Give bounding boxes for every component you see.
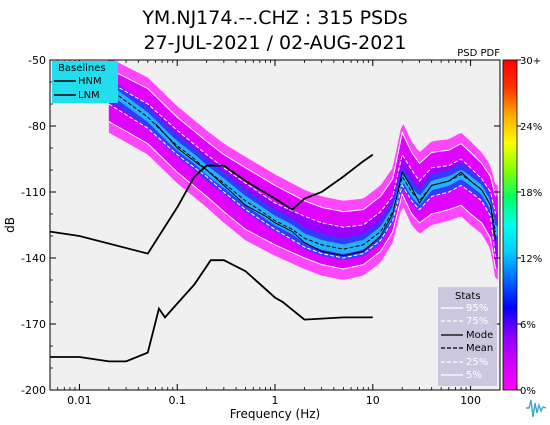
x-tick-label: 100 bbox=[460, 394, 481, 407]
p95-legend-label: 95% bbox=[466, 303, 488, 314]
colorbar-tick-label: 6% bbox=[520, 320, 536, 331]
baselines-legend-title: Baselines bbox=[58, 63, 106, 74]
y-axis-label: dB bbox=[3, 217, 17, 233]
y-tick-label: -200 bbox=[21, 384, 46, 397]
stats-legend-box bbox=[438, 287, 497, 386]
colorbar-tick-label: 24% bbox=[520, 122, 542, 133]
colorbar-tick-label: 0% bbox=[520, 386, 536, 397]
chart-title-line1: YM.NJ174.--.CHZ : 315 PSDs bbox=[141, 7, 407, 29]
x-tick-label: 0.1 bbox=[168, 394, 186, 407]
series-lines bbox=[50, 68, 497, 363]
y-tick-label: -140 bbox=[21, 252, 46, 265]
p25-legend-label: 25% bbox=[466, 357, 488, 368]
colorbar-label: PSD PDF bbox=[457, 48, 500, 59]
p5-legend-label: 5% bbox=[466, 370, 482, 381]
colorbar-tick-label: 30+ bbox=[520, 56, 541, 67]
hnm-legend-label: HNM bbox=[78, 76, 102, 87]
x-tick-label: 0.01 bbox=[67, 394, 92, 407]
series-line-hnm bbox=[50, 153, 374, 255]
y-tick-label: -80 bbox=[28, 120, 46, 133]
colorbar-tick-label: 12% bbox=[520, 254, 542, 265]
p75-legend-label: 75% bbox=[466, 316, 488, 327]
series-line-mean bbox=[108, 88, 497, 250]
x-axis-label: Frequency (Hz) bbox=[230, 407, 321, 421]
baselines-legend-box bbox=[52, 61, 118, 103]
baselines-legend: Baselines HNM LNM bbox=[52, 61, 118, 103]
mean-legend-label: Mean bbox=[466, 343, 493, 354]
series-line-25pct bbox=[108, 103, 497, 259]
y-tick-label: -170 bbox=[21, 318, 46, 331]
colorbar bbox=[502, 59, 518, 391]
x-tick-label: 10 bbox=[366, 394, 380, 407]
lnm-legend-label: LNM bbox=[78, 90, 100, 101]
logo-icon bbox=[524, 395, 548, 421]
series-line-5pct bbox=[108, 121, 497, 270]
colorbar-tick-label: 18% bbox=[520, 188, 542, 199]
y-tick-label: -110 bbox=[21, 186, 46, 199]
series-line-lnm bbox=[50, 259, 373, 363]
mode-legend-label: Mode bbox=[466, 330, 493, 341]
chart-title-line2: 27-JUL-2021 / 02-AUG-2021 bbox=[144, 32, 407, 54]
x-axis-ticks: 0.01 0.1 1 10 100 bbox=[57, 60, 481, 407]
y-tick-label: -50 bbox=[28, 54, 46, 67]
series-line-75pct bbox=[108, 81, 497, 228]
colorbar-ticks: 0% 6% 12% 18% 24% 30+ bbox=[517, 56, 542, 397]
series-line-mode bbox=[155, 123, 497, 257]
x-tick-label: 1 bbox=[272, 394, 279, 407]
series-line-95pct bbox=[108, 68, 497, 213]
stats-legend: Stats 95% 75% Mode Mean 25% 5% bbox=[438, 287, 497, 386]
stats-legend-title: Stats bbox=[455, 291, 481, 302]
pdf-band-inner bbox=[108, 82, 498, 258]
